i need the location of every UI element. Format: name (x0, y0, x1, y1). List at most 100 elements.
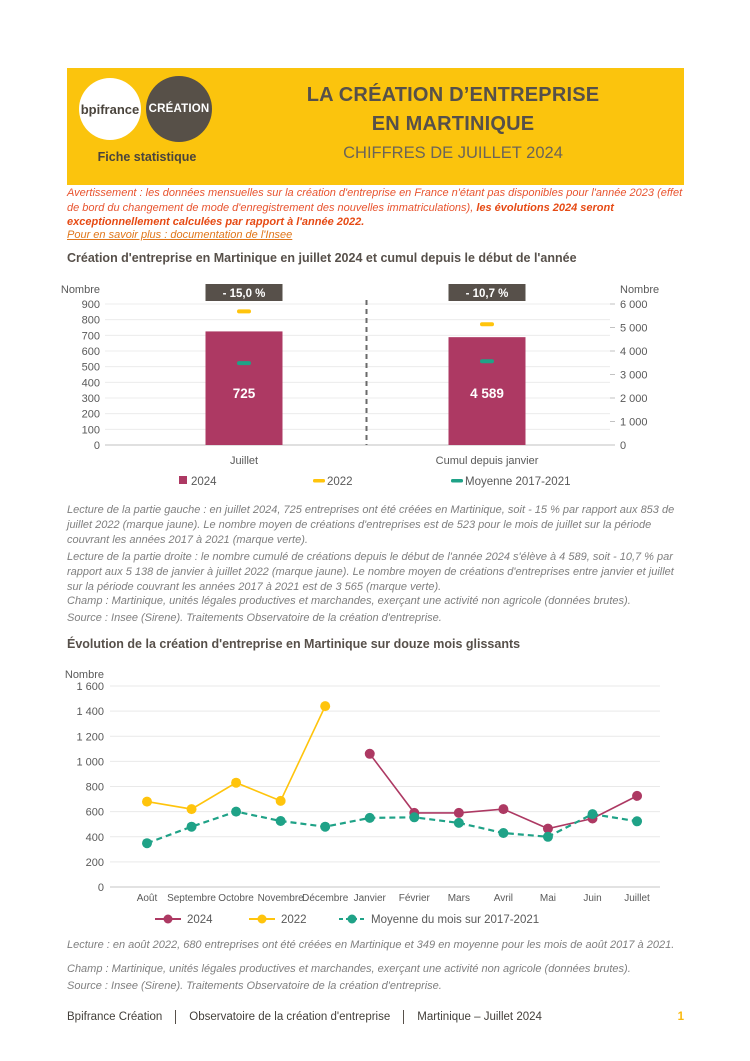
bpifrance-logo: bpifrance (79, 78, 141, 140)
champ-text-2: Champ : Martinique, unités légales produ… (67, 963, 631, 975)
page-title-line2: EN MARTINIQUE (371, 113, 535, 135)
header-titles: LA CRÉATION D’ENTREPRISE EN MARTINIQUE C… (252, 68, 684, 185)
month-label: Août (137, 893, 158, 904)
month-label: Février (399, 893, 431, 904)
fiche-statistique-label: Fiche statistique (97, 150, 197, 164)
month-label: Janvier (354, 893, 387, 904)
footer-brand: Bpifrance Création (67, 1011, 163, 1023)
right-axis-tick: 4 000 (620, 346, 648, 358)
legend-label: 2022 (281, 914, 307, 926)
left-axis-tick: 600 (82, 346, 100, 358)
bar-chart: 0 100 200 300 400 500 600 700 800 900 Nombre 0 1 000… (61, 284, 659, 488)
legend-dot (257, 914, 267, 924)
right-axis-tick: 3 000 (620, 370, 648, 382)
marker-2022 (237, 309, 251, 314)
series-line-2022 (146, 705, 326, 810)
y-axis-tick: 1 200 (76, 731, 104, 743)
variation-badge (205, 284, 283, 301)
data-point (453, 807, 464, 818)
left-axis-tick: 400 (82, 377, 100, 389)
data-point (632, 816, 643, 827)
legend-swatch (451, 479, 463, 483)
insee-doc-link[interactable]: Pour en savoir plus : documentation de l… (67, 229, 293, 241)
footer-divider (403, 1010, 405, 1024)
lecture-left-text: Lecture de la partie gauche : en juillet… (67, 504, 675, 546)
month-label: Novembre (258, 893, 305, 904)
y-axis-tick: 200 (86, 857, 104, 869)
data-point (186, 821, 197, 832)
left-axis-tick: 200 (82, 409, 100, 421)
data-point (142, 838, 152, 849)
logo-block: bpifrance CRÉATION Fiche statistique (67, 68, 252, 185)
y-axis-tick: 600 (86, 807, 104, 819)
variation-badge-text: - 10,7 % (466, 288, 509, 300)
warning-bold: les évolutions 2024 seront exceptionnell… (67, 201, 614, 229)
left-axis-tick: 500 (82, 362, 100, 374)
data-point (542, 831, 553, 842)
data-point (453, 817, 464, 828)
lecture-right-text: Lecture de la partie droite : le nombre … (67, 551, 674, 593)
legend-swatch (179, 476, 187, 484)
bar-value-label: 4 589 (470, 386, 504, 401)
insee-link-line: Pour en savoir plus : documentation de l… (67, 229, 292, 241)
creation-logo-text: CRÉATION (148, 103, 210, 115)
page-title-line1: LA CRÉATION D’ENTREPRISE (306, 84, 600, 106)
right-axis-tick: 1 000 (620, 417, 648, 429)
y-axis-tick: 1 400 (76, 706, 104, 718)
legend-label: Moyenne du mois sur 2017-2021 (371, 914, 539, 926)
right-axis-tick: 2 000 (620, 393, 648, 405)
y-axis-label: Nombre (65, 669, 104, 681)
month-label: Décembre (302, 893, 349, 904)
bpifrance-logo-text: bpifrance (80, 101, 140, 117)
y-axis-tick: 0 (98, 882, 104, 894)
creation-logo: CRÉATION (146, 76, 212, 142)
data-point (498, 828, 509, 838)
left-axis-tick: 0 (94, 440, 100, 452)
variation-badge (448, 284, 526, 301)
data-point (320, 701, 331, 712)
bar-value-label: 725 (233, 386, 256, 401)
data-point (498, 804, 509, 815)
y-axis-tick: 800 (86, 782, 104, 794)
page-number: 1 (677, 1011, 684, 1023)
bar-2024 (448, 337, 526, 445)
data-point (275, 795, 286, 806)
month-label: Avril (494, 893, 513, 904)
month-label: Octobre (218, 893, 254, 904)
data-point (364, 812, 375, 823)
month-label: Mars (448, 893, 470, 904)
legend-dot (347, 914, 357, 924)
left-axis-tick: 100 (82, 424, 100, 436)
marker-mean-2017-2021 (237, 361, 251, 366)
data-point (186, 804, 197, 815)
month-label: Mai (540, 893, 556, 904)
bar-2024 (205, 331, 283, 445)
left-axis-label: Nombre (61, 284, 100, 296)
source-text: Source : Insee (Sirene). Traitements Obs… (67, 612, 442, 624)
data-point (364, 748, 375, 759)
left-axis-tick: 900 (82, 299, 100, 311)
bar-chart-title: Création d'entreprise en Martinique en j… (67, 251, 577, 265)
legend-swatch (313, 479, 325, 483)
data-point (320, 821, 331, 832)
legend-label: 2024 (191, 476, 217, 488)
marker-2022 (480, 322, 494, 327)
footer-region-date: Martinique – Juillet 2024 (417, 1011, 542, 1023)
data-point (587, 809, 598, 820)
data-point (542, 823, 553, 834)
lecture-line-chart-text: Lecture : en août 2022, 680 entreprises … (67, 939, 675, 951)
footer-divider (175, 1010, 177, 1024)
month-label: Septembre (167, 893, 216, 904)
warning-regular: Avertissement : les données mensuelles s… (67, 187, 683, 214)
legend-label: Moyenne 2017-2021 (465, 476, 571, 488)
report-header: bpifrance CRÉATION Fiche statistique LA … (67, 68, 684, 185)
month-label: Juin (583, 893, 601, 904)
month-label: Juillet (624, 893, 650, 904)
footer-observatory: Observatoire de la création d'entreprise (189, 1011, 391, 1023)
y-axis-tick: 400 (86, 832, 104, 844)
legend-label: 2022 (327, 476, 353, 488)
legend-dot (163, 914, 173, 924)
legend-label: 2024 (187, 914, 213, 926)
